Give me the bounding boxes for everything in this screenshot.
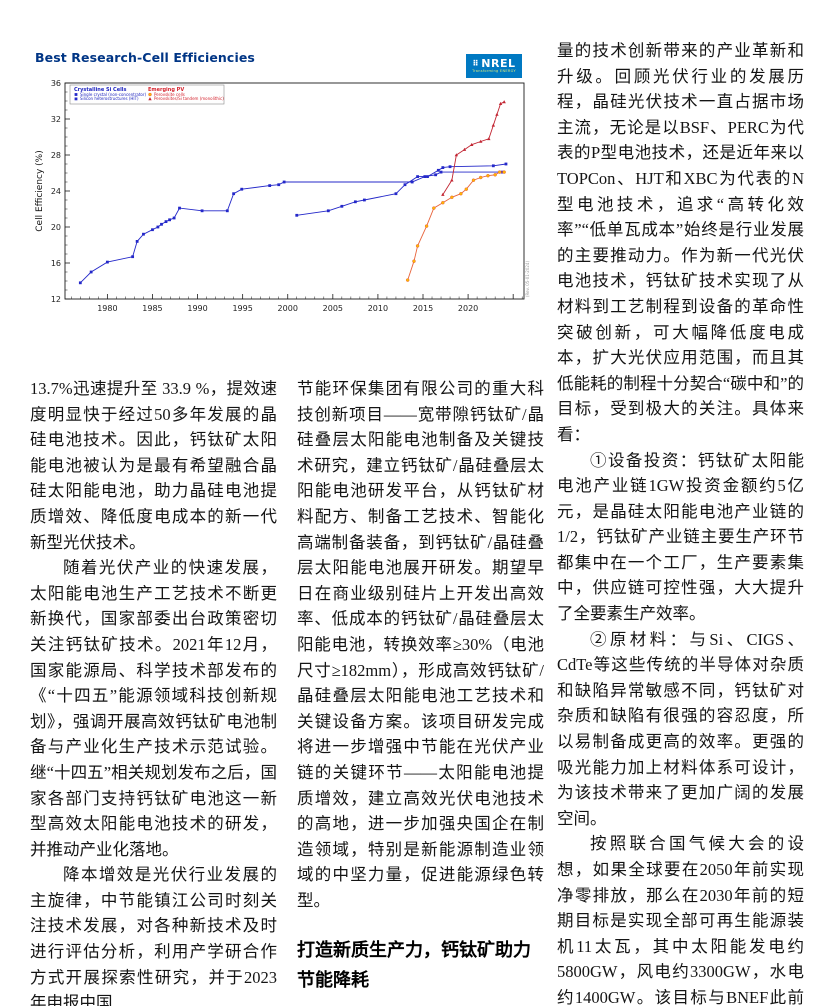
nrel-grid-icon: ⠿ <box>472 59 480 69</box>
svg-text:2020: 2020 <box>458 304 478 313</box>
svg-text:36: 36 <box>51 79 61 88</box>
svg-text:1990: 1990 <box>187 304 207 313</box>
svg-text:28: 28 <box>51 151 61 160</box>
svg-text:Cell Efficiency (%): Cell Efficiency (%) <box>35 150 45 231</box>
svg-text:1980: 1980 <box>97 304 117 313</box>
chart-title: Best Research-Cell Efficiencies <box>35 50 255 65</box>
svg-text:Perovskite cells: Perovskite cells <box>154 92 185 97</box>
text-column-3: 量的技术创新带来的产业革新和升级。回顾光伏行业的发展历程，晶硅光伏技术一直占据市… <box>557 38 804 1006</box>
svg-text:Perovskites/Si tandem (monolit: Perovskites/Si tandem (monolithic) <box>154 96 224 101</box>
paragraph: 按照联合国气候大会的设想，如果全球要在2050年前实现净零排放，那么在2030年… <box>557 834 804 1006</box>
efficiency-chart-svg: 1980 1985 1990 1995 2000 2005 2010 2015 2020 12 16… <box>35 79 530 313</box>
svg-text:16: 16 <box>51 259 61 268</box>
paragraph: 降本增效是光伏行业发展的主旋律，中节能镇江公司时刻关注技术发展，对各种新技术及时… <box>30 865 277 1006</box>
svg-text:Emerging PV: Emerging PV <box>148 87 184 93</box>
nrel-logo-row: ⠿ NREL <box>466 58 522 69</box>
svg-text:Silicon heterostructures (HIT): Silicon heterostructures (HIT) <box>80 96 139 101</box>
svg-text:Single crystal (non-concentrat: Single crystal (non-concentrator) <box>80 92 146 97</box>
svg-text:32: 32 <box>51 115 61 124</box>
svg-text:(Rev. 05-01-2024): (Rev. 05-01-2024) <box>525 261 530 297</box>
svg-text:20: 20 <box>51 223 61 232</box>
svg-text:24: 24 <box>51 187 61 196</box>
text-column-1: 13.7%迅速提升至 33.9 %，提效速度明显快于经过50多年发展的晶硅电池技… <box>30 376 277 1006</box>
svg-text:1985: 1985 <box>142 304 162 313</box>
nrel-tagline: Transforming ENERGY <box>472 69 516 74</box>
svg-text:2005: 2005 <box>323 304 343 313</box>
svg-text:Crystalline Si Cells: Crystalline Si Cells <box>74 87 127 93</box>
paragraph: 节能环保集团有限公司的重大科技创新项目——宽带隙钙钛矿/晶硅叠层太阳能电池制备及… <box>297 379 544 910</box>
nrel-logo: ⠿ NREL Transforming ENERGY <box>466 54 522 78</box>
paragraph: 13.7%迅速提升至 33.9 %，提效速度明显快于经过50多年发展的晶硅电池技… <box>30 379 277 552</box>
svg-text:2015: 2015 <box>413 304 433 313</box>
svg-text:2010: 2010 <box>368 304 388 313</box>
nrel-logo-text: NREL <box>481 57 516 71</box>
svg-text:1995: 1995 <box>232 304 252 313</box>
paragraph: ②原材料：与Si、CIGS、CdTe等这些传统的半导体对杂质和缺陷异常敏感不同，… <box>557 629 804 828</box>
paragraph: 随着光伏产业的快速发展，太阳能电池生产工艺技术不断更新换代，国家部委出台政策密切… <box>30 558 277 859</box>
svg-text:12: 12 <box>51 295 61 304</box>
section-heading: 打造新质生产力，钙钛矿助力节能降耗 <box>297 940 531 992</box>
text-column-2: 节能环保集团有限公司的重大科技创新项目——宽带隙钙钛矿/晶硅叠层太阳能电池制备及… <box>297 376 544 1006</box>
paragraph: 量的技术创新带来的产业革新和升级。回顾光伏行业的发展历程，晶硅光伏技术一直占据市… <box>557 41 804 444</box>
paragraph: ①设备投资：钙钛矿太阳能电池产业链1GW投资金额约5亿元，是晶硅太阳能电池产业链… <box>557 450 804 624</box>
nrel-efficiency-chart: Best Research-Cell Efficiencies ⠿ NREL Tr… <box>30 50 532 342</box>
svg-text:2000: 2000 <box>278 304 298 313</box>
